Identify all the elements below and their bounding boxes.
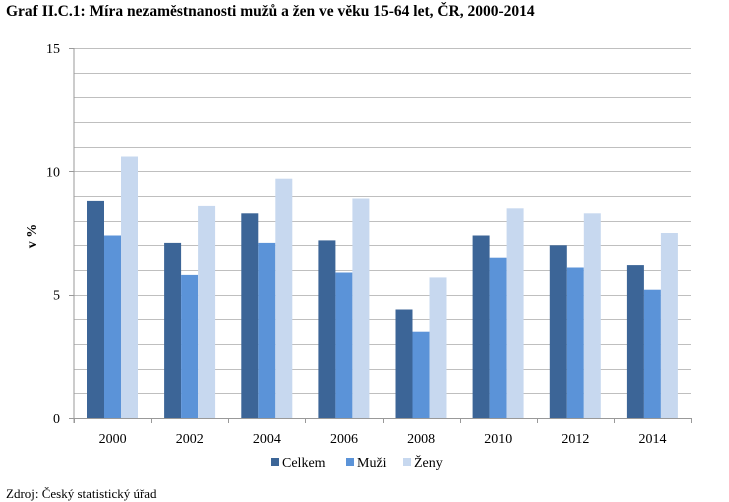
y-tick-label: 5 xyxy=(53,289,60,304)
bar-muži-2010 xyxy=(489,257,507,418)
x-tick-label: 2002 xyxy=(176,432,204,447)
bar-celkem-2002 xyxy=(164,242,182,418)
bar-ženy-2008 xyxy=(429,277,447,418)
legend-label-celkem: Celkem xyxy=(282,456,326,471)
bar-celkem-2014 xyxy=(626,265,644,418)
bar-ženy-2010 xyxy=(506,208,524,418)
x-tick-labels: 2000 2002 2004 2006 2008 2010 2012 2014 xyxy=(99,432,667,447)
source-note: Zdroj: Český statistický úřad xyxy=(6,486,157,501)
bar-muži-2000 xyxy=(104,235,121,418)
x-tick-label: 2008 xyxy=(407,432,435,447)
legend-swatch-muži xyxy=(346,458,354,466)
bar-ženy-2000 xyxy=(121,156,138,418)
bar-ženy-2002 xyxy=(198,205,216,418)
bar-muži-2014 xyxy=(643,289,661,418)
bar-celkem-2000 xyxy=(87,200,104,418)
bar-muži-2008 xyxy=(412,331,430,418)
x-tick-label: 2010 xyxy=(484,432,512,447)
bar-celkem-2012 xyxy=(549,245,567,418)
bar-ženy-2006 xyxy=(352,198,370,418)
y-tick-label: 15 xyxy=(46,42,60,57)
x-tick-label: 2004 xyxy=(253,432,281,447)
bar-ženy-2004 xyxy=(275,178,293,418)
x-tick-label: 2012 xyxy=(561,432,589,447)
axes xyxy=(69,48,692,423)
bar-muži-2012 xyxy=(566,267,584,418)
bar-celkem-2006 xyxy=(318,240,336,418)
bar-muži-2006 xyxy=(335,272,353,418)
legend-swatch-celkem xyxy=(271,458,279,466)
bar-ženy-2012 xyxy=(583,213,601,418)
x-tick-label: 2000 xyxy=(99,432,127,447)
y-tick-label: 10 xyxy=(46,165,60,180)
y-tick-label: 0 xyxy=(53,412,60,427)
legend-swatch-ženy xyxy=(403,458,411,466)
legend-label-ženy: Ženy xyxy=(414,454,443,471)
bar-muži-2004 xyxy=(258,242,276,418)
x-tick-label: 2006 xyxy=(330,432,358,447)
bar-celkem-2008 xyxy=(395,309,413,418)
bar-celkem-2010 xyxy=(472,235,490,418)
bars xyxy=(87,156,678,418)
bar-ženy-2014 xyxy=(660,233,678,418)
x-tick-label: 2014 xyxy=(638,432,666,447)
y-axis-label: v % xyxy=(25,224,40,249)
bar-muži-2002 xyxy=(181,274,199,418)
legend: Celkem Muži Ženy xyxy=(271,454,443,471)
y-tick-labels: 0 5 10 15 xyxy=(46,42,60,427)
chart-title: Graf II.C.1: Míra nezaměstnanosti mužů a… xyxy=(6,3,535,20)
bar-celkem-2004 xyxy=(241,213,259,418)
legend-label-muži: Muži xyxy=(357,456,387,471)
